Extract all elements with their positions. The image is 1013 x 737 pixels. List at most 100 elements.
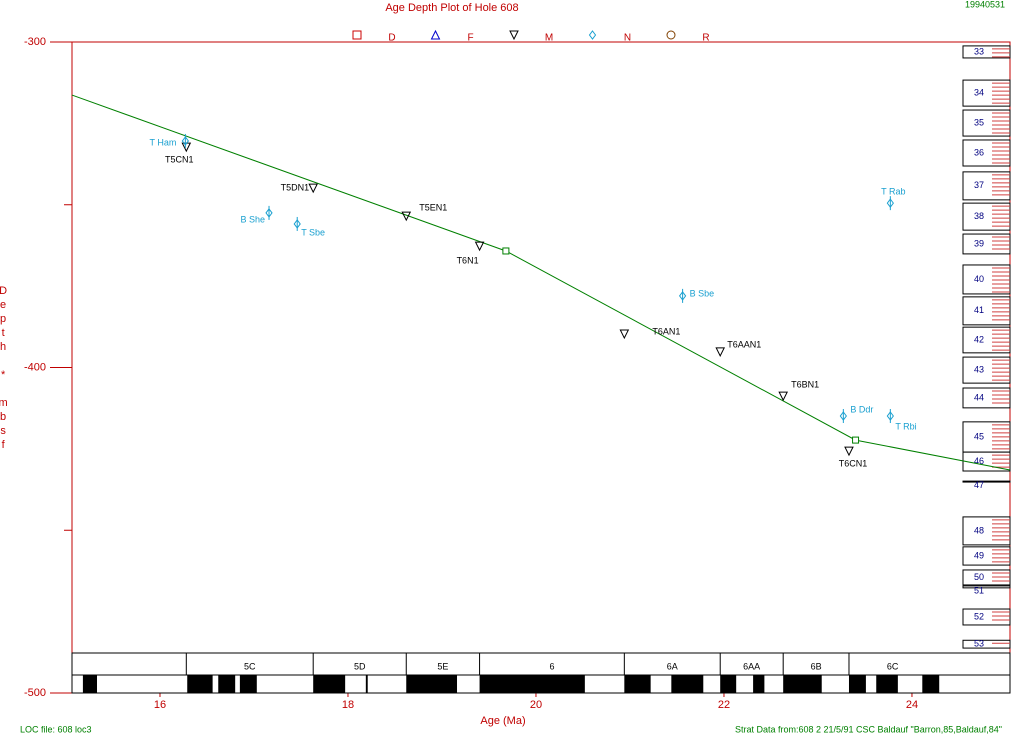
core-label: 52	[974, 611, 984, 621]
data-point	[886, 411, 894, 421]
core-box	[962, 139, 1011, 167]
chron-label: 5D	[354, 661, 366, 671]
y-tick-label: -500	[24, 687, 46, 699]
age-model-node	[502, 247, 510, 255]
core-label: 42	[974, 334, 984, 344]
x-tick-label: 24	[906, 699, 918, 711]
core-label: 46	[974, 456, 984, 466]
data-point	[886, 198, 894, 208]
point-label: T6N1	[457, 255, 479, 265]
legend-symbol	[588, 30, 597, 40]
y-tick-label: -300	[24, 36, 46, 48]
core-box	[962, 264, 1011, 295]
point-label: B Ddr	[850, 404, 873, 414]
legend-label: N	[624, 33, 631, 44]
y-axis-label: Depth * mbsf	[0, 285, 9, 453]
chron-label: 6B	[811, 661, 822, 671]
point-label: T Rbi	[895, 421, 916, 431]
core-label: 45	[974, 431, 984, 441]
core-label: 39	[974, 238, 984, 248]
chron-label: 6C	[887, 661, 899, 671]
polarity-block	[753, 675, 765, 693]
legend-label: M	[545, 33, 553, 44]
polarity-block	[313, 675, 346, 693]
core-label: 53	[974, 639, 984, 649]
polarity-block	[671, 675, 704, 693]
core-label: 50	[974, 572, 984, 582]
core-box	[962, 356, 1011, 384]
chron-label: 5C	[244, 661, 256, 671]
legend-label: F	[467, 33, 473, 44]
core-box	[962, 79, 1011, 107]
point-label: B She	[240, 214, 265, 224]
polarity-block	[876, 675, 898, 693]
chron-label: 6	[549, 661, 554, 671]
point-label: T Ham	[150, 137, 177, 147]
core-label: 34	[974, 87, 984, 97]
x-axis-label: Age (Ma)	[480, 715, 525, 727]
core-label: 43	[974, 364, 984, 374]
chron-label: 6AA	[743, 661, 760, 671]
x-tick-label: 16	[154, 699, 166, 711]
core-label: 40	[974, 274, 984, 284]
y-tick-label: -400	[24, 361, 46, 373]
data-point	[265, 208, 273, 218]
core-label: 44	[974, 392, 984, 402]
core-box	[962, 585, 1011, 589]
x-tick-label: 20	[530, 699, 542, 711]
footer-right: Strat Data from:608 2 21/5/91 CSC Baldau…	[735, 724, 1002, 734]
polarity-block	[479, 675, 585, 693]
legend-symbol	[352, 30, 362, 40]
polarity-block	[848, 675, 866, 693]
core-box	[962, 639, 1011, 649]
x-tick-label: 18	[342, 699, 354, 711]
x-tick-label: 22	[718, 699, 730, 711]
data-point	[844, 446, 854, 457]
polarity-block	[922, 675, 940, 693]
data-point	[715, 347, 726, 357]
polarity-block	[218, 675, 236, 693]
core-label: 48	[974, 525, 984, 535]
data-point	[308, 183, 319, 194]
age-model-node	[852, 436, 860, 444]
legend-label: D	[388, 33, 395, 44]
polarity-block	[783, 675, 822, 693]
data-point	[678, 291, 687, 301]
core-box	[962, 516, 1011, 546]
core-box	[962, 109, 1011, 137]
point-label: T6BN1	[791, 380, 819, 390]
core-label: 36	[974, 147, 984, 157]
polarity-block	[187, 675, 213, 693]
point-label: T Rab	[881, 186, 905, 196]
point-label: T6AAN1	[727, 339, 761, 349]
data-point	[181, 136, 189, 146]
core-box	[962, 451, 1011, 472]
data-point	[778, 391, 788, 402]
core-box	[962, 45, 1011, 59]
legend-symbol	[666, 30, 676, 40]
legend-symbol	[509, 30, 519, 41]
core-label: 47	[974, 480, 984, 490]
point-label: T Sbe	[301, 227, 325, 237]
age-model-line	[71, 94, 1011, 471]
data-point	[839, 411, 847, 421]
footer-left: LOC file: 608 loc3	[20, 724, 92, 734]
data-point	[401, 211, 412, 222]
core-label: 33	[974, 46, 984, 56]
point-label: T6AN1	[652, 326, 680, 336]
core-box	[962, 608, 1011, 626]
polarity-block	[82, 675, 98, 693]
point-label: B Sbe	[690, 288, 715, 298]
data-point	[619, 329, 630, 340]
data-point	[474, 241, 485, 252]
core-box	[962, 546, 1011, 566]
chron-label: 5E	[437, 661, 448, 671]
core-label: 35	[974, 117, 984, 127]
point-label: T5CN1	[165, 155, 194, 165]
core-label: 37	[974, 180, 984, 190]
core-box	[962, 296, 1011, 326]
polarity-block	[365, 675, 368, 693]
point-label: T5EN1	[419, 203, 447, 213]
